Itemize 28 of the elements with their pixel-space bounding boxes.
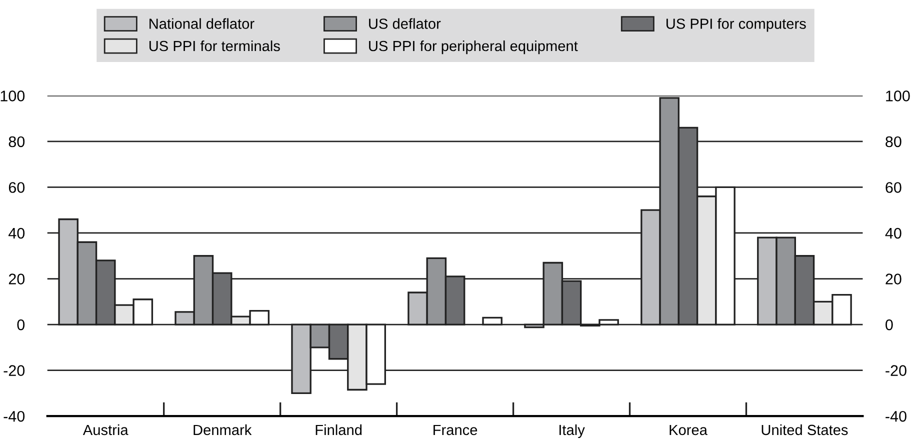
x-tick-label: France	[434, 424, 478, 436]
y-tick-label: -40	[4, 410, 25, 422]
y-tick-label: 40	[8, 228, 25, 239]
x-tick-label: United States	[762, 424, 848, 436]
y2-tick-label: 40	[885, 228, 902, 239]
x-tick-label: Austria	[82, 424, 128, 436]
x-tick-label: Denmark	[194, 424, 252, 436]
legend-label: US deflator	[369, 18, 441, 29]
legend-label: National deflator	[150, 18, 254, 29]
y2-tick-label: 80	[886, 136, 902, 148]
y-tick-label: 60	[8, 182, 25, 193]
x-tick-label: Finland	[316, 424, 362, 436]
x-tick-label: Korea	[670, 424, 708, 436]
legend-label: US PPI for terminals	[149, 40, 280, 52]
y2-tick-label: 60	[886, 182, 902, 193]
y-tick-label: 0	[17, 319, 25, 330]
y-tick-label: 100	[0, 90, 25, 102]
y2-tick-label: 100	[886, 90, 910, 102]
y2-tick-label: -20	[886, 365, 906, 376]
y-tick-label: 20	[8, 274, 25, 284]
y-tick-label: -20	[4, 365, 25, 376]
y-tick-label: 80	[8, 136, 25, 148]
y2-tick-label: 20	[886, 274, 902, 284]
y2-tick-label: -40	[886, 410, 906, 422]
legend-label: US PPI for peripheral equipment	[369, 40, 578, 54]
legend-label: US PPI for computers	[666, 18, 806, 32]
y2-tick-label: 0	[886, 319, 893, 330]
x-tick-label: Italy	[559, 424, 585, 438]
